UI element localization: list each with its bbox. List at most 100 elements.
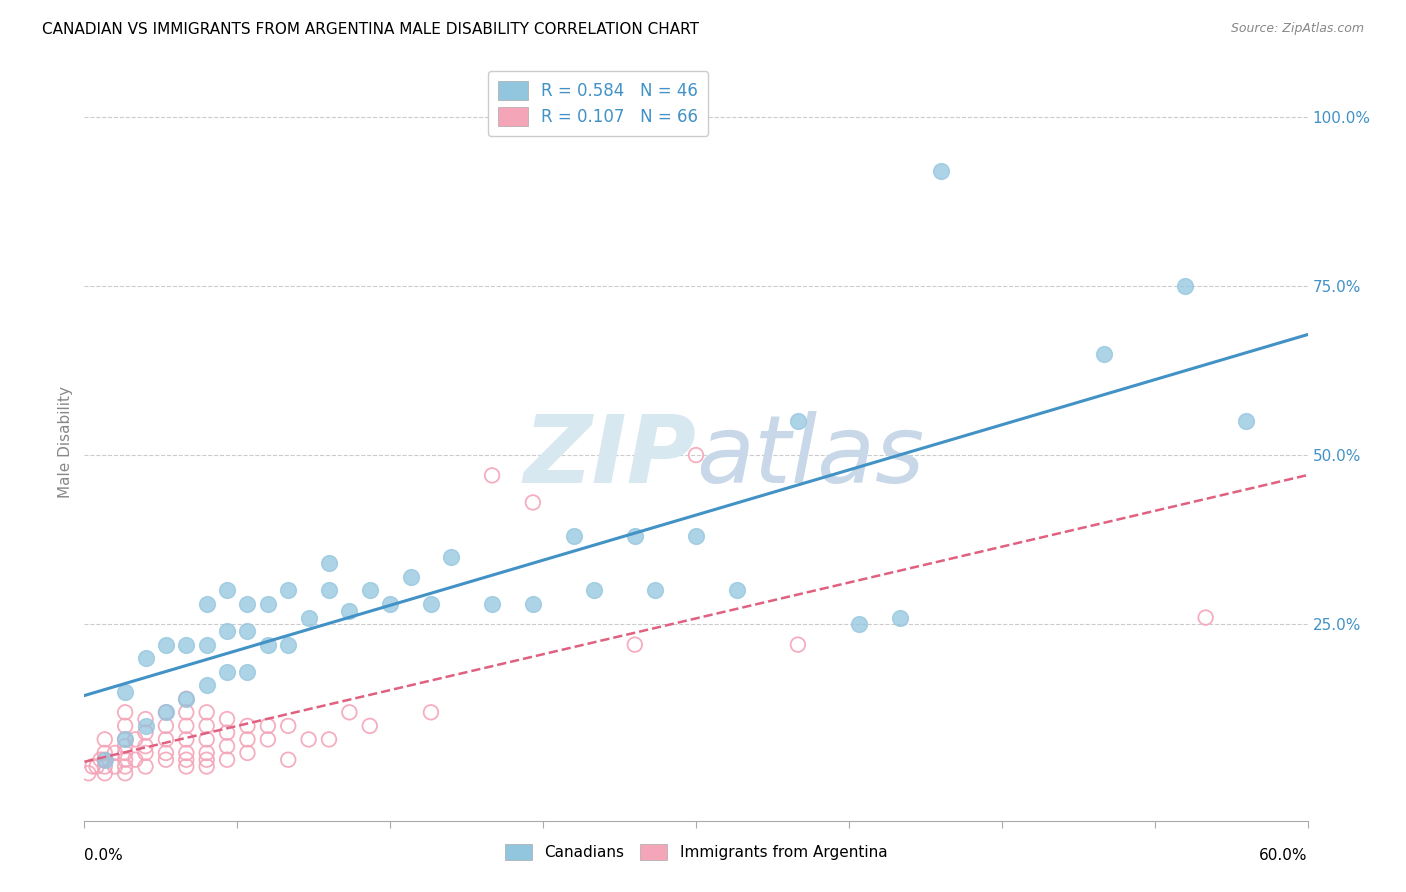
Point [257, 638, 280, 652]
Point [114, 706, 136, 720]
Point [236, 624, 259, 639]
Point [135, 651, 157, 665]
Point [318, 557, 340, 571]
Point [174, 759, 197, 773]
Point [114, 719, 136, 733]
Point [236, 597, 259, 611]
Point [174, 732, 197, 747]
Point [1092, 346, 1115, 360]
Point [236, 732, 259, 747]
Point [1174, 278, 1197, 293]
Point [583, 583, 606, 598]
Point [174, 638, 197, 652]
Point [155, 732, 177, 747]
Point [277, 638, 299, 652]
Point [298, 610, 321, 624]
Point [124, 753, 146, 767]
Point [420, 706, 443, 720]
Point [624, 638, 647, 652]
Point [318, 583, 340, 598]
Point [339, 706, 361, 720]
Point [685, 448, 707, 462]
Point [174, 691, 197, 706]
Point [155, 719, 177, 733]
Point [481, 468, 503, 483]
Point [359, 719, 381, 733]
Point [399, 570, 422, 584]
Point [277, 753, 299, 767]
Point [174, 753, 197, 767]
Point [217, 725, 239, 739]
Point [848, 617, 870, 632]
Text: atlas: atlas [696, 411, 924, 502]
Point [195, 638, 218, 652]
Point [787, 414, 810, 428]
Point [685, 529, 707, 543]
Text: 60.0%: 60.0% [1260, 847, 1308, 863]
Point [217, 665, 239, 679]
Point [236, 719, 259, 733]
Point [217, 583, 239, 598]
Point [174, 746, 197, 760]
Text: CANADIAN VS IMMIGRANTS FROM ARGENTINA MALE DISABILITY CORRELATION CHART: CANADIAN VS IMMIGRANTS FROM ARGENTINA MA… [42, 22, 699, 37]
Point [82, 759, 104, 773]
Point [195, 719, 218, 733]
Point [114, 759, 136, 773]
Point [135, 739, 157, 754]
Point [135, 759, 157, 773]
Point [380, 597, 402, 611]
Point [77, 766, 100, 780]
Point [135, 746, 157, 760]
Point [195, 753, 218, 767]
Point [114, 685, 136, 699]
Point [135, 719, 157, 733]
Point [135, 712, 157, 726]
Point [93, 766, 115, 780]
Point [195, 732, 218, 747]
Y-axis label: Male Disability: Male Disability [58, 385, 73, 498]
Point [725, 583, 748, 598]
Point [195, 746, 218, 760]
Point [114, 732, 136, 747]
Point [155, 638, 177, 652]
Point [155, 746, 177, 760]
Point [104, 759, 127, 773]
Point [562, 529, 585, 543]
Point [155, 753, 177, 767]
Point [481, 597, 503, 611]
Point [104, 746, 127, 760]
Point [644, 583, 666, 598]
Point [359, 583, 381, 598]
Point [277, 583, 299, 598]
Point [440, 549, 463, 564]
Point [236, 746, 259, 760]
Point [318, 732, 340, 747]
Point [257, 597, 280, 611]
Point [155, 706, 177, 720]
Point [114, 766, 136, 780]
Point [174, 706, 197, 720]
Point [257, 719, 280, 733]
Point [93, 746, 115, 760]
Point [155, 706, 177, 720]
Point [86, 759, 108, 773]
Point [114, 746, 136, 760]
Point [420, 597, 443, 611]
Point [174, 691, 197, 706]
Point [929, 163, 952, 178]
Point [298, 732, 321, 747]
Point [114, 753, 136, 767]
Point [135, 725, 157, 739]
Point [624, 529, 647, 543]
Point [277, 719, 299, 733]
Point [217, 712, 239, 726]
Point [90, 753, 112, 767]
Point [236, 665, 259, 679]
Text: 0.0%: 0.0% [84, 847, 124, 863]
Point [195, 678, 218, 692]
Point [217, 624, 239, 639]
Point [174, 719, 197, 733]
Point [1195, 610, 1218, 624]
Legend: Canadians, Immigrants from Argentina: Canadians, Immigrants from Argentina [499, 838, 893, 866]
Point [93, 753, 115, 767]
